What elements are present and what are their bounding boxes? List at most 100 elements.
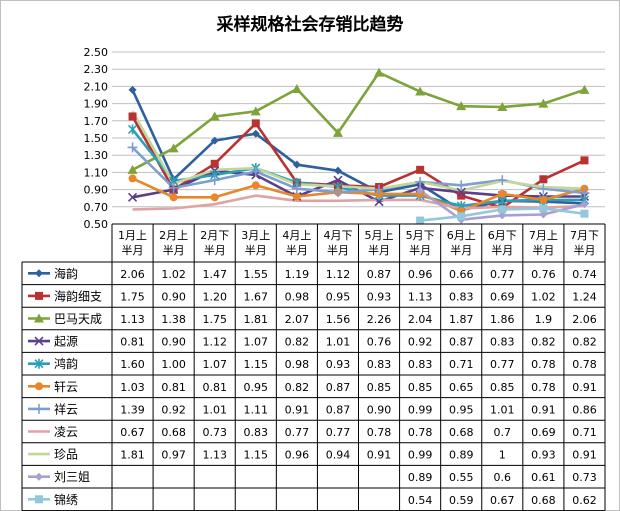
legend-label: 海韵细支 (54, 288, 102, 303)
data-label: 0.78 (531, 358, 556, 371)
data-label: 0.83 (244, 426, 269, 439)
x-tick-label: 5月下半月 (406, 229, 435, 257)
data-label: 0.96 (408, 268, 433, 281)
data-label: 0.91 (285, 403, 310, 416)
data-label: 0.71 (449, 358, 474, 371)
data-point-2-1 (168, 143, 179, 153)
data-point-0-4 (292, 160, 301, 169)
legend-label: 珍品 (54, 448, 78, 462)
legend-label: 鸿韵 (54, 356, 78, 371)
data-point-5-9 (498, 189, 507, 198)
data-table: 1月上半月 2月上半月 2月下半月 3月上半月 4月上半月 4月下半月 5月上半月 5月下半月… (21, 223, 606, 511)
legend-key-9 (28, 472, 50, 481)
y-tick-label: 1.50 (84, 132, 109, 145)
data-label: 0.94 (326, 449, 351, 462)
data-label: 0.69 (531, 426, 556, 439)
data-point-9-11 (580, 200, 589, 209)
data-point-2-5 (332, 127, 343, 137)
series-markers (127, 67, 590, 225)
x-tick-label: 3月上半月 (241, 229, 270, 257)
data-label: 0.91 (572, 381, 597, 394)
data-point-0-5 (333, 166, 342, 175)
data-point-2-8 (456, 101, 467, 111)
data-label: 1.81 (120, 449, 145, 462)
data-point-0-0 (128, 85, 137, 94)
data-label: 1.02 (161, 268, 186, 281)
data-point-5-10 (539, 195, 548, 204)
data-label: 1.38 (161, 313, 186, 326)
y-tick-label: 2.30 (84, 63, 109, 76)
data-label: 0.66 (449, 268, 474, 281)
data-label: 1.9 (535, 313, 553, 326)
data-label: 0.55 (449, 471, 474, 484)
data-point-5-2 (210, 193, 219, 202)
data-label: 0.62 (572, 494, 597, 507)
data-label: 0.73 (572, 471, 597, 484)
data-label: 1.00 (161, 358, 186, 371)
data-label: 0.82 (572, 336, 597, 349)
legend-key-4 (28, 358, 50, 369)
data-point-2-10 (538, 98, 549, 108)
legend-label: 祥云 (54, 402, 78, 416)
data-label: 0.68 (531, 494, 556, 507)
data-point-5-3 (251, 181, 260, 190)
data-label: 0.77 (490, 358, 515, 371)
y-tick-label: 0.50 (84, 218, 109, 231)
data-label: 2.26 (367, 313, 392, 326)
y-tick-label: 1.70 (84, 115, 109, 128)
data-label: 1.15 (244, 358, 269, 371)
data-label: 0.85 (408, 381, 433, 394)
data-label: 0.68 (449, 426, 474, 439)
data-point-6-6 (374, 184, 385, 195)
data-label: 0.82 (285, 381, 310, 394)
data-label: 2.07 (285, 313, 310, 326)
legend-key-10 (28, 495, 50, 504)
x-tick-label: 6月下半月 (488, 229, 517, 257)
data-label: 0.69 (490, 290, 515, 303)
data-label: 0.89 (408, 471, 433, 484)
data-label: 0.77 (490, 268, 515, 281)
data-point-10-8 (457, 212, 466, 221)
data-point-10-11 (580, 209, 589, 218)
series-line-5 (131, 177, 585, 213)
legend-key-5 (28, 382, 50, 391)
data-label: 0.78 (367, 426, 392, 439)
data-label: 0.89 (449, 449, 474, 462)
data-label: 1.56 (326, 313, 351, 326)
data-label: 0.86 (572, 403, 597, 416)
data-point-6-9 (497, 175, 508, 186)
data-point-6-7 (415, 176, 426, 187)
y-tick-label: 1.30 (84, 149, 109, 162)
data-label: 0.93 (367, 290, 392, 303)
data-point-4-0 (127, 124, 138, 135)
data-label: 0.83 (408, 358, 433, 371)
y-tick-label: 0.90 (84, 184, 109, 197)
x-tick-label: 7月上半月 (529, 229, 558, 257)
data-point-1-3 (251, 119, 260, 128)
data-point-1-7 (416, 165, 425, 174)
data-point-9-7 (416, 186, 425, 195)
x-tick-label: 2月上半月 (159, 229, 188, 257)
data-label: 1.12 (326, 268, 351, 281)
data-point-1-10 (539, 175, 548, 184)
data-label: 1.13 (120, 313, 145, 326)
chart-title: 采样规格社会存销比趋势 (216, 14, 404, 35)
data-label: 0.81 (202, 381, 227, 394)
data-point-6-0 (127, 142, 138, 153)
legend-key-0 (28, 269, 50, 278)
y-tick-label: 2.50 (84, 46, 109, 59)
data-point-10-10 (539, 204, 548, 213)
x-tick-label: 4月下半月 (323, 229, 352, 257)
data-point-2-9 (497, 102, 508, 112)
data-label: 0.6 (494, 471, 512, 484)
data-label: 0.92 (408, 336, 433, 349)
data-label: 0.85 (367, 381, 392, 394)
data-label: 0.85 (490, 381, 515, 394)
data-label: 1.67 (244, 290, 269, 303)
legend-key-2 (28, 313, 50, 323)
data-label: 2.04 (408, 313, 433, 326)
data-label: 0.97 (161, 449, 186, 462)
legend-label: 巴马天成 (54, 312, 102, 326)
data-label: 1.13 (202, 449, 227, 462)
